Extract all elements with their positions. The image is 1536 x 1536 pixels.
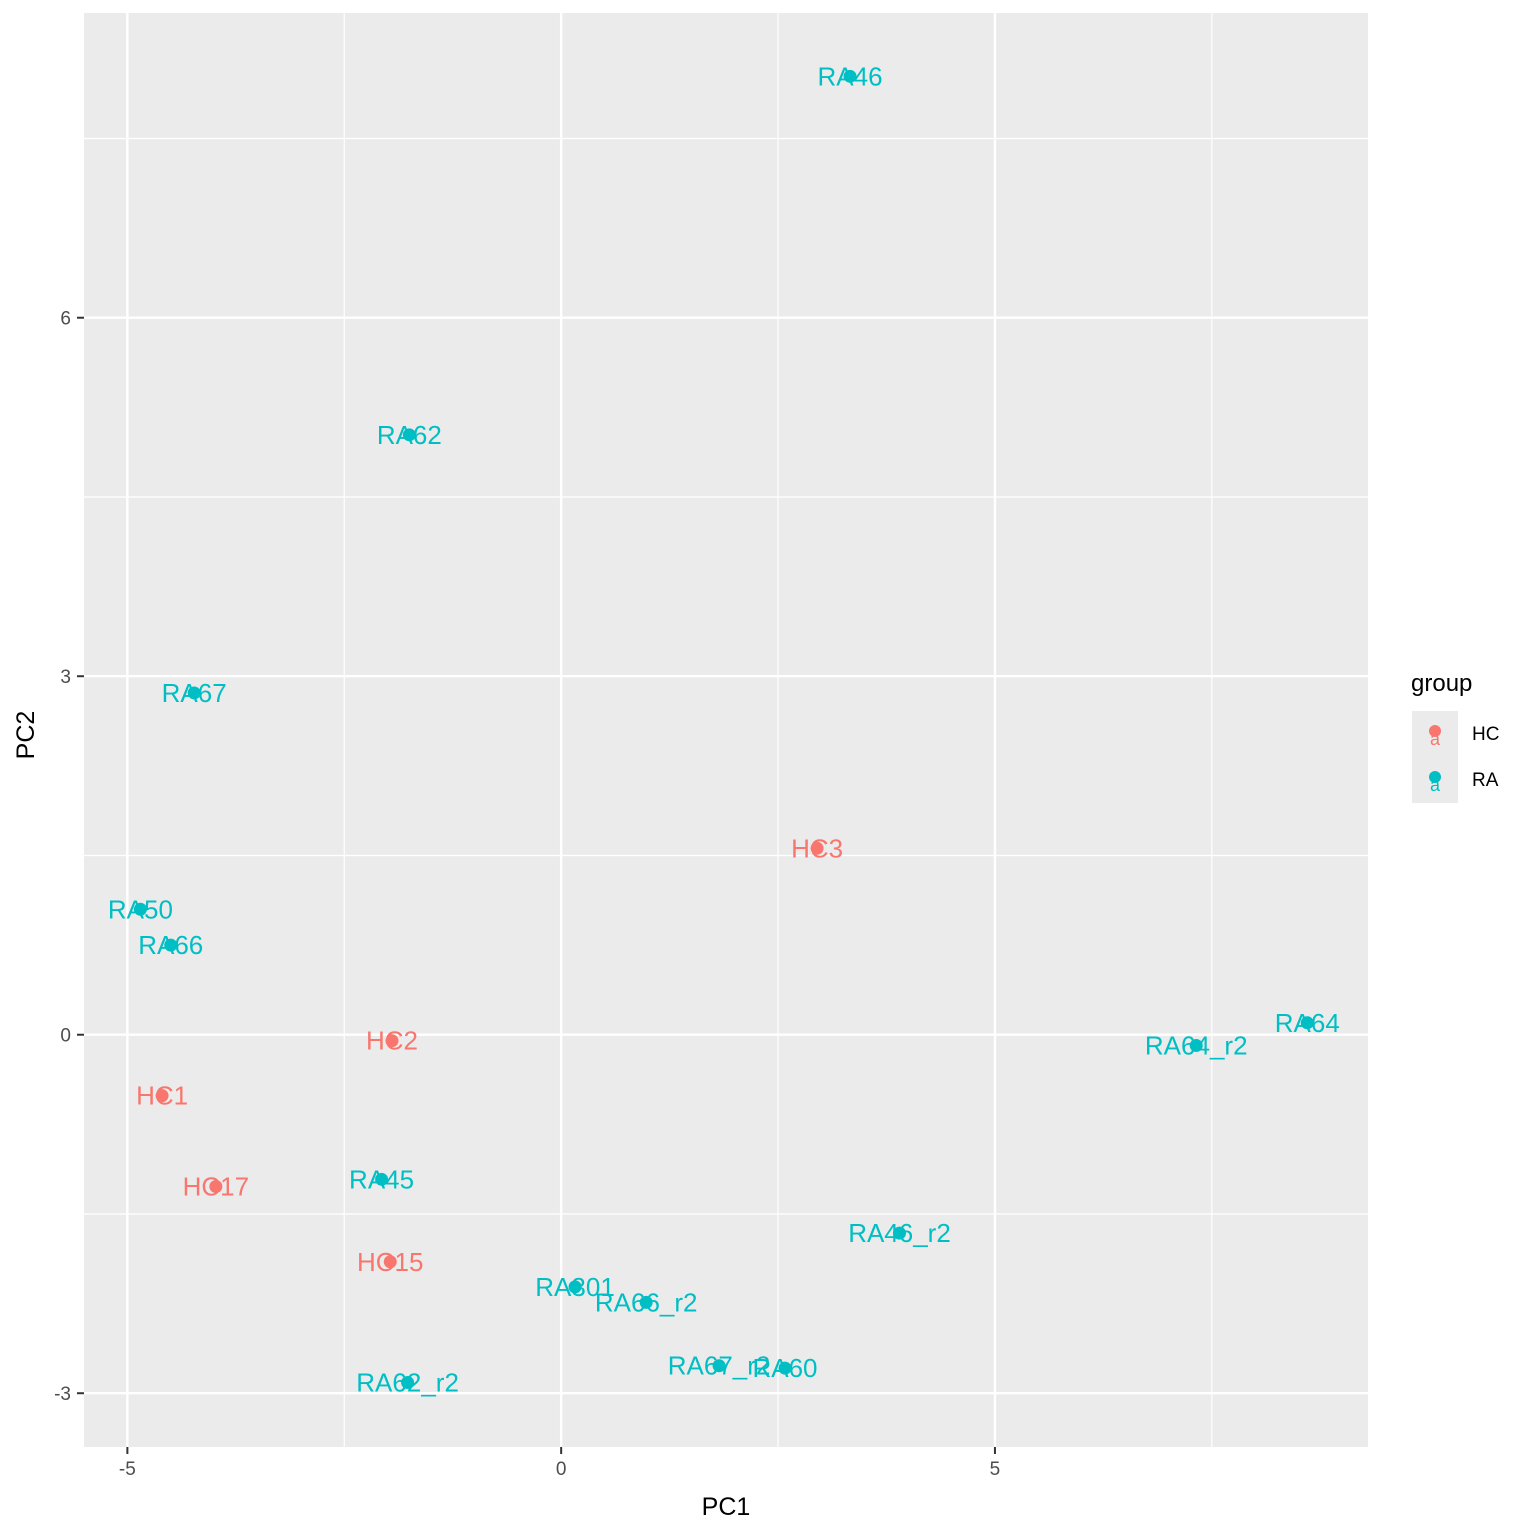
point-label-ra67: RA67 xyxy=(162,678,227,708)
data-point-hc15 xyxy=(383,1255,397,1269)
legend-key-point xyxy=(1429,771,1441,783)
x-tick-label: 5 xyxy=(990,1459,1001,1480)
data-point-hc3 xyxy=(810,841,824,855)
legend-key-glyph: a xyxy=(1430,729,1441,749)
data-point-ra66 xyxy=(164,938,178,952)
point-label-hc1: HC1 xyxy=(136,1081,188,1111)
x-tick-label: -5 xyxy=(119,1459,136,1480)
plot-panel-background xyxy=(84,13,1368,1447)
point-label-ra62_r2: RA62_r2 xyxy=(356,1367,459,1397)
legend: group a HC a RA xyxy=(1411,670,1499,803)
data-point-ra62 xyxy=(402,428,416,442)
data-point-hc1 xyxy=(155,1089,169,1103)
point-label-ra60: RA60 xyxy=(752,1353,817,1383)
data-point-ra45 xyxy=(375,1172,389,1186)
data-point-ra301 xyxy=(568,1280,582,1294)
x-tick-label: 0 xyxy=(556,1459,567,1480)
point-label-ra67_r2: RA67_r2 xyxy=(668,1351,771,1381)
x-axis-title: PC1 xyxy=(702,1493,751,1521)
y-tick-label: 6 xyxy=(60,309,71,330)
data-point-hc2 xyxy=(385,1034,399,1048)
data-points xyxy=(133,69,1314,1389)
point-label-ra62: RA62 xyxy=(377,420,442,450)
data-point-ra50 xyxy=(133,902,147,916)
point-label-ra46: RA46 xyxy=(818,61,883,91)
point-labels: HC3 HC2 HC1 HC17 HC15 RA46 RA62 RA67 RA50 RA66 RA6… xyxy=(108,61,1340,1397)
y-axis-title: PC2 xyxy=(12,711,40,760)
point-label-hc2: HC2 xyxy=(366,1026,418,1056)
y-tick-label: 0 xyxy=(60,1026,71,1047)
point-label-ra46_r2: RA46_r2 xyxy=(848,1218,951,1248)
data-point-ra46 xyxy=(843,69,857,83)
legend-label-hc: HC xyxy=(1472,724,1499,745)
legend-entries: a HC a RA xyxy=(1412,711,1499,803)
legend-title: group xyxy=(1411,670,1472,697)
data-point-ra62_r2 xyxy=(401,1375,415,1389)
data-point-ra66_r2 xyxy=(639,1295,653,1309)
point-label-ra301: RA301 xyxy=(535,1272,615,1302)
data-point-ra67_r2 xyxy=(712,1359,726,1373)
data-point-hc17 xyxy=(209,1179,223,1193)
point-label-hc15: HC15 xyxy=(357,1247,423,1277)
data-point-ra64_r2 xyxy=(1189,1038,1203,1052)
point-label-ra66: RA66 xyxy=(138,930,203,960)
data-point-ra67 xyxy=(187,686,201,700)
grid-lines xyxy=(84,13,1368,1447)
point-label-ra50: RA50 xyxy=(108,894,173,924)
data-point-ra60 xyxy=(778,1361,792,1375)
legend-key-glyph: a xyxy=(1430,775,1441,795)
point-label-hc3: HC3 xyxy=(791,833,843,863)
y-tick-label: -3 xyxy=(54,1384,71,1405)
point-label-ra45: RA45 xyxy=(349,1164,414,1194)
data-point-ra46_r2 xyxy=(893,1226,907,1240)
axes: -5 0 5 -3 0 3 6 xyxy=(54,309,1000,1480)
point-label-ra64: RA64 xyxy=(1275,1008,1340,1038)
point-label-ra64_r2: RA64_r2 xyxy=(1145,1030,1248,1060)
legend-label-ra: RA xyxy=(1472,770,1499,791)
legend-key-point xyxy=(1429,725,1441,737)
y-tick-label: 3 xyxy=(60,667,71,688)
data-point-ra64 xyxy=(1300,1016,1314,1030)
point-label-hc17: HC17 xyxy=(183,1171,249,1201)
point-label-ra66_r2: RA66_r2 xyxy=(595,1287,698,1317)
